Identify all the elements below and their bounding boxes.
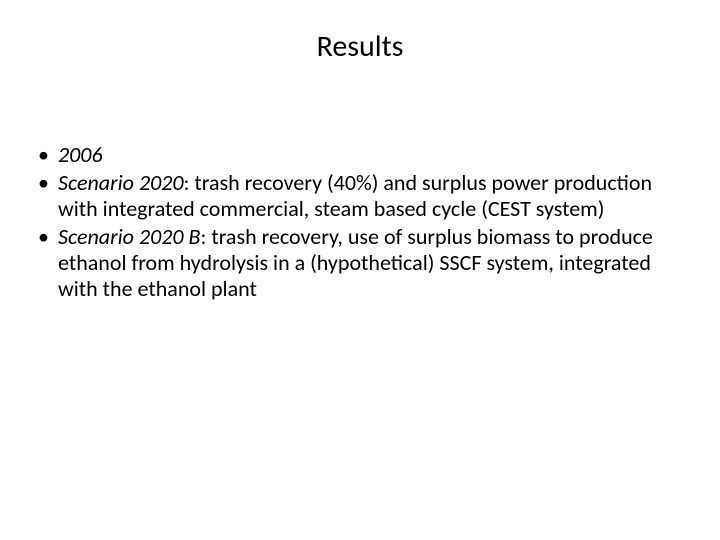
list-item: Scenario 2020 B: trash recovery, use of … — [36, 224, 684, 302]
bullet-lead: Scenario 2020 — [58, 169, 184, 196]
list-item: Scenario 2020: trash recovery (40%) and … — [36, 170, 684, 222]
slide-body: 2006 Scenario 2020: trash recovery (40%)… — [36, 142, 684, 304]
bullet-lead: 2006 — [58, 141, 103, 168]
bullet-list: 2006 Scenario 2020: trash recovery (40%)… — [36, 142, 684, 302]
slide: Results 2006 Scenario 2020: trash recove… — [0, 0, 720, 540]
slide-title: Results — [0, 28, 720, 65]
bullet-lead: Scenario 2020 B — [58, 223, 200, 250]
list-item: 2006 — [36, 142, 684, 168]
